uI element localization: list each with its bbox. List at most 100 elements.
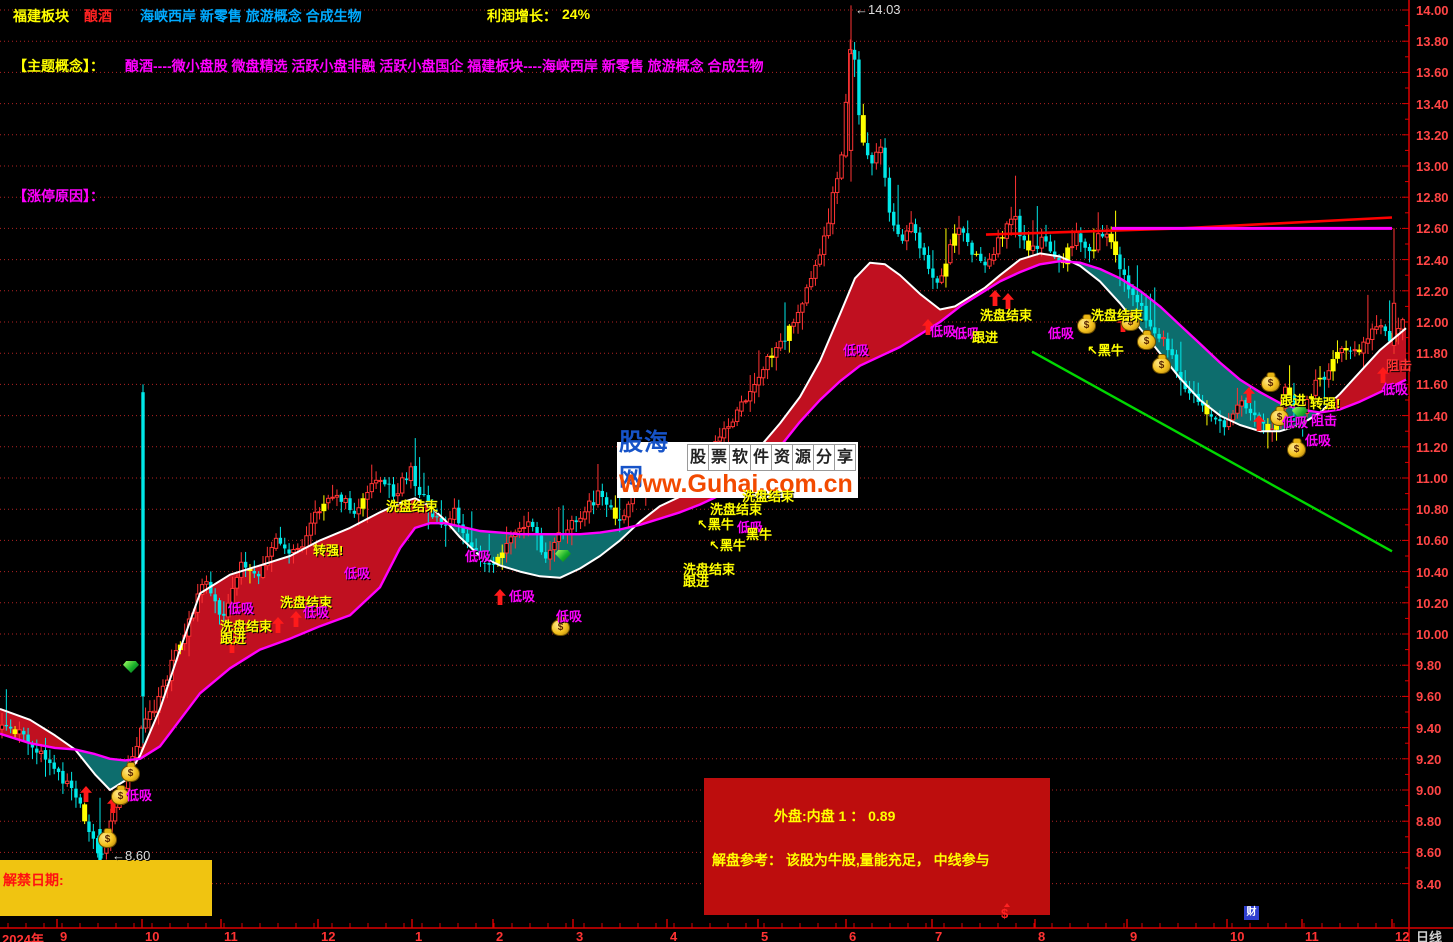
analysis-info-box: 外盘:内盘 1 ： 0.89 解盘参考： 该股为牛股,量能充足， 中线参与 [704, 778, 1050, 915]
header-concept-0[interactable]: 福建板块 [13, 8, 69, 24]
price-tick-label: 13.00 [1416, 159, 1449, 174]
price-tick-label: 10.80 [1416, 502, 1449, 518]
signal-annotation: 低吸 [1048, 326, 1075, 341]
price-tick-label: 9.40 [1416, 720, 1442, 736]
month-tick-label: 10 [1230, 929, 1245, 942]
signal-annotation: ↖黑牛 [1087, 343, 1124, 358]
price-tick-label: 8.60 [1416, 845, 1442, 861]
signal-annotation: 低吸 [465, 549, 492, 564]
price-tick-label: 12.80 [1416, 190, 1449, 206]
axis-year-label: 2024年 [2, 932, 44, 942]
money-bag-icon: $ [111, 788, 130, 805]
signal-annotation: 洗盘结束 [280, 595, 333, 610]
signal-annotation: ↖黑牛 [697, 517, 734, 532]
signal-annotation: 跟进 [220, 631, 247, 646]
month-tick-label: 2 [496, 929, 504, 942]
signal-annotation: 阻击 [1386, 358, 1413, 373]
price-tick-label: 11.80 [1416, 346, 1448, 362]
watermark: 股海网 股票软件资源分享 Www.Guhai.com.cn [617, 429, 858, 498]
price-tick-label: 8.80 [1416, 814, 1442, 830]
watermark-slogan-grid: 股票软件资源分享 [687, 443, 856, 471]
price-tick-label: 13.60 [1416, 65, 1449, 81]
signal-annotation: 低吸 [303, 605, 330, 620]
money-bag-icon: $ [1152, 357, 1171, 374]
signal-annotation: 跟进 [683, 574, 710, 589]
money-bag-icon: $ [1121, 314, 1140, 331]
watermark-grid-char: 资 [771, 443, 793, 471]
signal-annotation: 洗盘结束 [386, 499, 439, 514]
money-bag-icon: $ [1287, 441, 1306, 458]
signal-annotation: 低吸 [843, 343, 870, 358]
signal-annotation: 洗盘结束 [710, 502, 763, 517]
theme-value: 酿酒----微小盘股 微盘精选 活跃小盘非融 活跃小盘国企 福建板块----海峡… [125, 58, 764, 74]
month-tick-label: 3 [576, 929, 584, 942]
price-tick-label: 8.40 [1416, 876, 1442, 892]
month-tick-label: 10 [145, 929, 160, 942]
price-tick-label: 12.00 [1416, 315, 1449, 330]
signal-annotation: 转强! [1310, 396, 1341, 411]
money-bag-icon: $ [1261, 375, 1280, 392]
price-tick-label: 12.20 [1416, 283, 1449, 299]
signal-annotation: 低吸 [737, 520, 764, 535]
signal-annotation: 低吸 [228, 601, 255, 616]
month-tick-label: 1 [415, 929, 423, 942]
price-tick-label: 9.20 [1416, 751, 1442, 767]
month-tick-label: 4 [670, 929, 678, 942]
money-bag-icon: $ [1077, 317, 1096, 334]
signal-annotation: 洗盘结束 [220, 619, 273, 634]
month-tick-label: 9 [60, 929, 68, 942]
watermark-grid-char: 件 [750, 443, 772, 471]
signal-annotation: 低吸 [344, 566, 371, 581]
header-concept-3[interactable]: 利润增长： [487, 8, 557, 24]
month-tick-label: 12 [1395, 929, 1410, 942]
price-tick-label: 10.00 [1416, 627, 1449, 642]
price-tick-label: 10.20 [1416, 595, 1449, 611]
signal-annotation: 低吸 [954, 326, 981, 341]
price-tick-label: 11.00 [1416, 471, 1448, 486]
signal-annotation: 洗盘结束 [742, 489, 795, 504]
signal-annotation: 跟进 [1280, 393, 1307, 408]
signal-annotation: 低吸 [509, 589, 536, 604]
signal-annotation: ↖黑牛 [709, 538, 746, 553]
month-tick-label: 5 [761, 929, 769, 942]
price-tick-label: 12.60 [1416, 221, 1449, 237]
money-bag-icon: $ [1270, 409, 1289, 426]
release-date-label: 解禁日期: [3, 872, 64, 888]
price-tick-label: 10.40 [1416, 564, 1449, 580]
watermark-grid-char: 票 [708, 443, 730, 471]
finance-news-badge[interactable]: 财 [1244, 906, 1259, 920]
signal-annotation: 阻击 [1311, 413, 1338, 428]
signal-annotation: 低吸 [930, 324, 957, 339]
month-tick-label: 6 [849, 929, 857, 942]
peak-price-label: ←14.03 [855, 2, 901, 17]
money-bag-icon: $ [98, 831, 117, 848]
price-tick-label: 12.40 [1416, 252, 1449, 268]
watermark-grid-char: 享 [834, 443, 856, 471]
money-bag-icon: $ [121, 765, 140, 782]
analysis-reference: 解盘参考： 该股为牛股,量能充足， 中线参与 [712, 852, 990, 868]
month-tick-label: 8 [1038, 929, 1046, 942]
dollar-event-marker: $ [1001, 903, 1011, 921]
signal-annotation: 低吸 [556, 609, 583, 624]
signal-annotation: 低吸 [1282, 415, 1309, 430]
inner-outer-ratio: 外盘:内盘 1 ： 0.89 [774, 808, 896, 824]
price-tick-label: 9.60 [1416, 689, 1442, 705]
header-concept-4[interactable]: 24% [562, 6, 591, 22]
money-bag-icon: $ [551, 619, 570, 636]
watermark-url: Www.Guhai.com.cn [619, 470, 853, 498]
low-price-label: ←8.60 [112, 848, 151, 863]
watermark-grid-char: 分 [813, 443, 835, 471]
price-tick-label: 13.80 [1416, 34, 1449, 50]
price-tick-label: 9.00 [1416, 783, 1442, 798]
watermark-brand: 股海网 [619, 429, 669, 491]
watermark-grid-char: 源 [792, 443, 814, 471]
watermark-grid-char: 股 [687, 443, 709, 471]
header-concept-1[interactable]: 酿酒 [84, 8, 112, 24]
price-tick-label: 11.20 [1416, 439, 1448, 455]
release-date-box: 解禁日期: [0, 860, 212, 916]
price-tick-label: 13.20 [1416, 127, 1449, 143]
header-concept-2[interactable]: 海峡西岸 新零售 旅游概念 合成生物 [140, 8, 362, 24]
money-bag-icon: $ [1137, 333, 1156, 350]
signal-annotation: 洗盘结束 [683, 562, 736, 577]
signal-annotation: 低吸 [1382, 382, 1409, 397]
